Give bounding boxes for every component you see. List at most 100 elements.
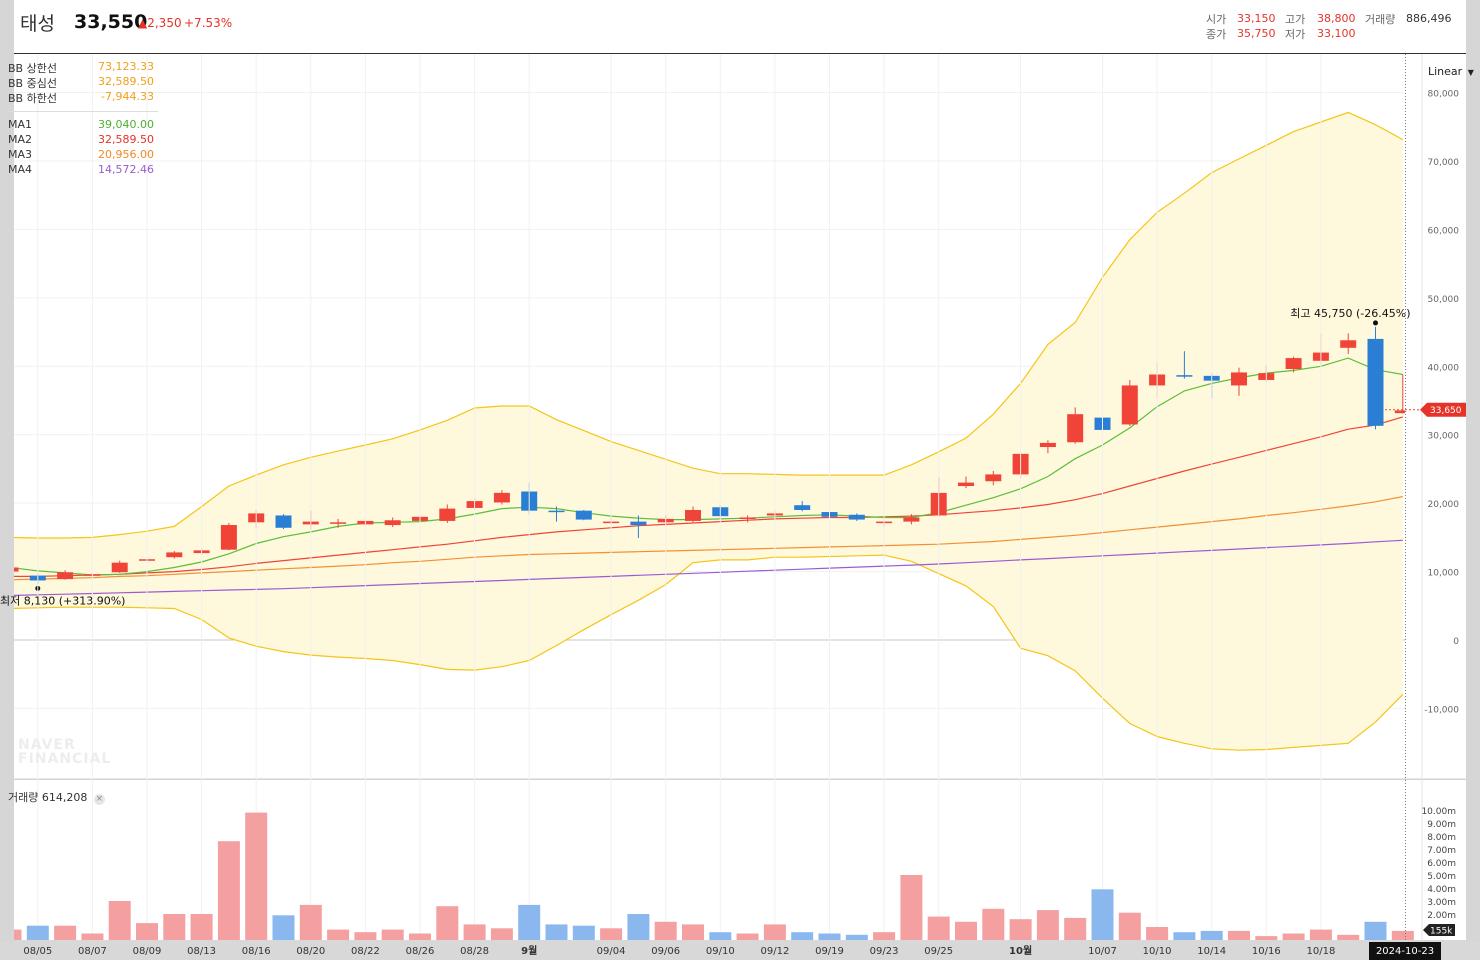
bb-band-fill	[14, 112, 1403, 751]
close-icon[interactable]: ×	[93, 794, 105, 805]
volume-bar	[354, 932, 377, 940]
x-tick-label: 9월	[521, 945, 537, 957]
candle	[630, 515, 647, 539]
high-value: 38,800	[1317, 12, 1356, 25]
watermark-line-1: NAVER	[18, 737, 76, 753]
bb-lower-label: BB 하한선	[8, 92, 57, 105]
candle	[739, 515, 756, 523]
ma3-label: MA3	[8, 148, 33, 161]
candle	[57, 570, 74, 580]
candle-body	[575, 510, 592, 520]
last-price-tag: 33,650	[1430, 406, 1462, 416]
volume-bars	[14, 812, 1414, 940]
low-label: 저가	[1285, 28, 1306, 41]
candle-body	[794, 505, 811, 510]
candle	[958, 476, 974, 489]
ma3-line	[14, 496, 1403, 581]
candle-body	[14, 567, 19, 572]
candle	[1067, 407, 1084, 444]
left-margin	[0, 0, 14, 960]
ma4-value: 14,572.46	[98, 163, 154, 176]
x-tick-label: 08/20	[296, 946, 325, 957]
bb-mid-value: 32,589.50	[98, 75, 154, 88]
candle	[1285, 356, 1302, 373]
volume-bar	[1200, 930, 1223, 940]
volume-bar	[1337, 934, 1360, 940]
candle-body	[630, 521, 647, 526]
scale-toggle-button[interactable]: Linear ▼	[1428, 65, 1474, 78]
candle-body	[1340, 340, 1357, 348]
x-tick-label: 09/19	[815, 946, 844, 957]
high-label: 고가	[1285, 13, 1306, 26]
stock-price: 33,550	[74, 11, 148, 33]
candle-body	[330, 522, 347, 524]
volume-bar	[818, 933, 841, 940]
price-change-percent: +7.53%	[184, 16, 233, 30]
x-tick-label: 10/10	[1143, 946, 1172, 957]
x-tick-label: 08/26	[406, 946, 435, 957]
volume-tick-label: 10.00m	[1421, 807, 1456, 817]
volume-bar	[600, 928, 623, 940]
volume-tick-label: 8.00m	[1427, 833, 1456, 843]
candle	[1121, 379, 1138, 426]
open-label: 시가	[1206, 13, 1227, 26]
last-price-tag-bg	[1420, 402, 1466, 417]
volume-bar	[791, 932, 814, 940]
volume-bar	[81, 933, 104, 940]
ma4-line	[14, 539, 1403, 597]
volume-bar	[1146, 927, 1169, 940]
x-tick-label: 08/07	[78, 946, 107, 957]
candle	[493, 490, 510, 505]
price-plot-area	[14, 92, 1405, 751]
volume-label: 거래량	[1365, 13, 1396, 26]
volume-bar	[14, 929, 22, 940]
y-tick-label: 80,000	[1428, 90, 1460, 100]
candle-body	[1176, 375, 1193, 377]
volume-bar	[955, 921, 977, 940]
volume-bar	[409, 933, 431, 940]
bb-upper-line	[14, 111, 1404, 539]
candle-body	[1039, 442, 1056, 448]
candle	[794, 501, 811, 512]
volume-bar	[927, 916, 950, 940]
volume-bar	[545, 924, 568, 940]
volume-bar	[245, 812, 268, 940]
volume-value: 886,496	[1406, 12, 1452, 25]
right-margin	[1466, 0, 1480, 960]
candle	[439, 504, 456, 523]
y-tick-label: 60,000	[1428, 226, 1460, 236]
volume-bar	[190, 914, 213, 940]
candle-body	[685, 509, 701, 521]
y-tick-label: -10,000	[1424, 705, 1459, 715]
volume-tick-label: 4.00m	[1427, 885, 1456, 895]
volume-bar	[163, 914, 186, 940]
volume-bar	[54, 925, 77, 940]
volume-bar	[1282, 933, 1305, 940]
x-tick-label: 10/18	[1306, 946, 1335, 957]
low-annotation: 최저 8,130 (+313.90%)	[0, 594, 125, 607]
volume-tick-label: 5.00m	[1427, 872, 1456, 882]
x-tick-label: 10/07	[1088, 946, 1117, 957]
bb-upper-value: 73,123.33	[98, 60, 154, 73]
watermark-line-2: FINANCIAL	[18, 751, 112, 767]
volume-bar	[217, 841, 240, 940]
y-tick-label: 40,000	[1428, 363, 1460, 373]
volume-bar	[436, 906, 459, 940]
candle	[548, 506, 565, 522]
candle	[1340, 333, 1357, 354]
x-tick-label: 10/16	[1252, 946, 1281, 957]
volume-bar	[1091, 889, 1114, 940]
volume-bar	[136, 923, 158, 940]
stock-header: 태성 33,550 ▲2,350 +7.53% 시가 33,150 고가 38,…	[14, 0, 1466, 54]
x-tick-label: 10/14	[1197, 946, 1226, 957]
candle-body	[1231, 372, 1247, 386]
ma2-value: 32,589.50	[98, 133, 154, 146]
candle-body	[275, 515, 292, 528]
date-cursor-tag: 2024-10-23	[1376, 946, 1434, 957]
x-tick-label: 10월	[1009, 945, 1032, 957]
last-volume-tag: 155k	[1430, 927, 1453, 937]
candle-body	[1121, 385, 1138, 425]
x-tick-label: 09/10	[706, 946, 735, 957]
volume-bar	[299, 904, 322, 940]
